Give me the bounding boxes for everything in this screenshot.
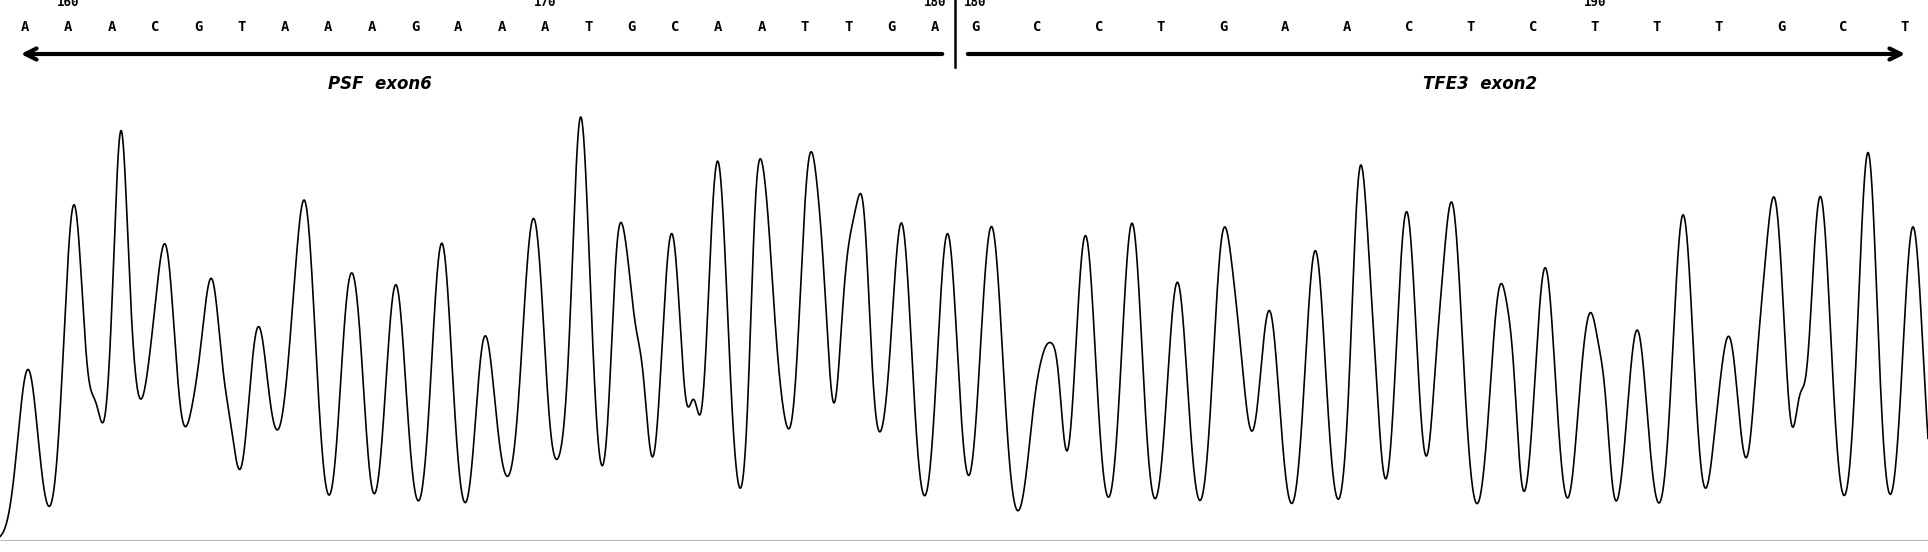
Text: 180: 180 — [924, 0, 947, 9]
Text: 160: 160 — [58, 0, 79, 9]
Text: A: A — [1280, 20, 1290, 34]
Text: A: A — [455, 20, 463, 34]
Text: G: G — [887, 20, 897, 34]
Text: G: G — [972, 20, 979, 34]
Text: A: A — [1342, 20, 1352, 34]
Text: G: G — [627, 20, 636, 34]
Text: G: G — [411, 20, 418, 34]
Text: A: A — [542, 20, 549, 34]
Text: A: A — [497, 20, 505, 34]
Text: T: T — [584, 20, 592, 34]
Text: C: C — [1839, 20, 1847, 34]
Text: T: T — [1714, 20, 1724, 34]
Text: G: G — [1778, 20, 1785, 34]
Text: A: A — [324, 20, 332, 34]
Text: A: A — [108, 20, 116, 34]
Text: C: C — [1406, 20, 1413, 34]
Text: A: A — [713, 20, 723, 34]
Text: G: G — [195, 20, 202, 34]
Text: G: G — [1218, 20, 1228, 34]
Text: T: T — [1157, 20, 1165, 34]
Text: C: C — [1529, 20, 1537, 34]
Text: C: C — [1033, 20, 1041, 34]
Text: A: A — [368, 20, 376, 34]
Text: T: T — [1652, 20, 1662, 34]
Text: C: C — [671, 20, 679, 34]
Text: C: C — [1095, 20, 1103, 34]
Text: A: A — [64, 20, 73, 34]
Text: T: T — [800, 20, 810, 34]
Text: A: A — [281, 20, 289, 34]
Text: 180: 180 — [964, 0, 987, 9]
Text: PSF  exon6: PSF exon6 — [328, 75, 432, 93]
Text: T: T — [237, 20, 247, 34]
Text: T: T — [1901, 20, 1909, 34]
Text: A: A — [758, 20, 765, 34]
Text: A: A — [931, 20, 939, 34]
Text: 190: 190 — [1583, 0, 1606, 9]
Text: T: T — [1591, 20, 1598, 34]
Text: T: T — [1467, 20, 1475, 34]
Text: TFE3  exon2: TFE3 exon2 — [1423, 75, 1537, 93]
Text: 170: 170 — [534, 0, 557, 9]
Text: A: A — [21, 20, 29, 34]
Text: C: C — [150, 20, 160, 34]
Text: T: T — [844, 20, 852, 34]
